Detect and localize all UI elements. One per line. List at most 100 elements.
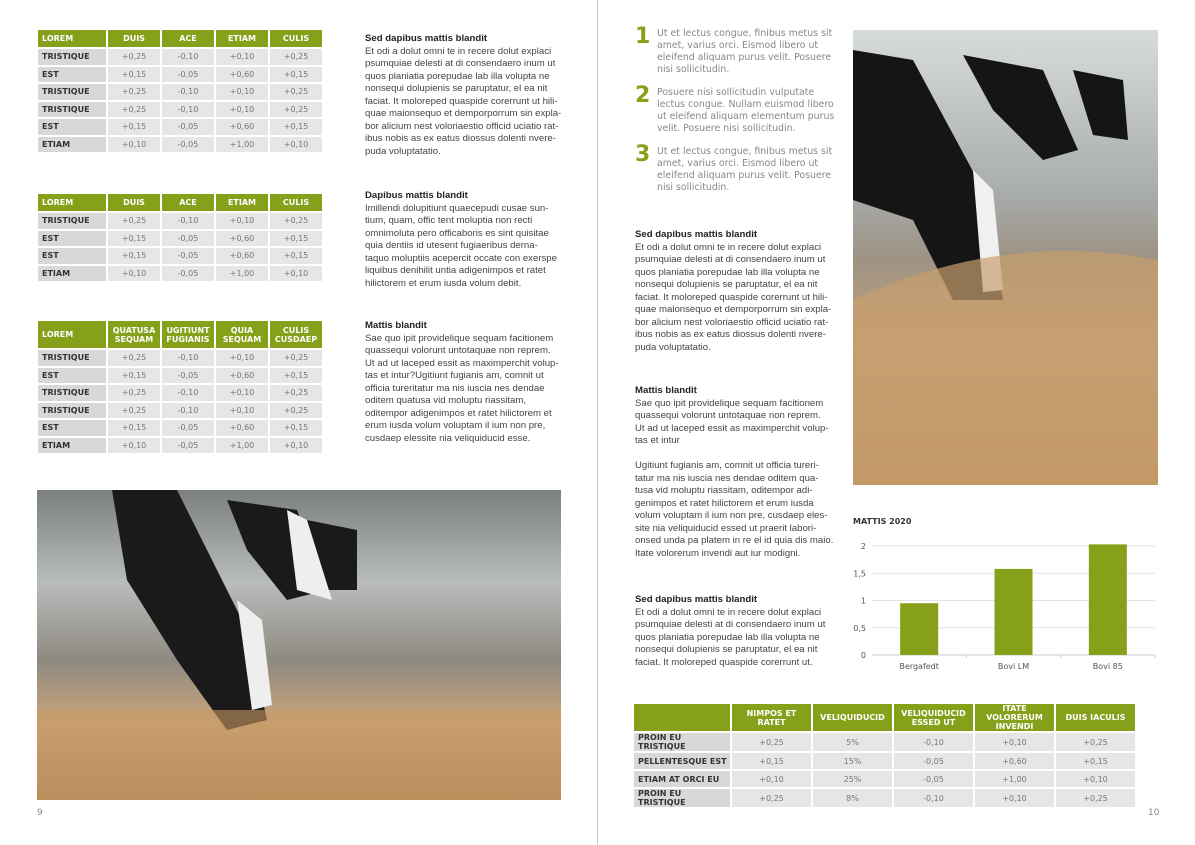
data-table: LOREM DUIS ACE ETIAM CULIS TRISTIQUE +0,25 -0,1…	[36, 192, 324, 283]
table-cell: +0,25	[108, 213, 160, 229]
table-header-row: LOREM DUIS ACE ETIAM CULIS	[38, 194, 322, 211]
text-line: Et odi a dolut omni te in recere dolut e…	[365, 45, 552, 57]
section-heading: Dapibus mattis blandit	[365, 190, 468, 201]
table-cell: +0,10	[216, 84, 268, 100]
table-row: TRISTIQUE +0,25 -0,10 +0,10 +0,25	[38, 385, 322, 401]
text-line: Imillendi dolupitiunt quaecepudi cusae s…	[365, 202, 549, 214]
table-cell: -0,05	[162, 437, 214, 453]
text-line: Posuere nisi sollicitudin vulputate	[657, 87, 815, 98]
text-line: velit. Posuere nisi sollicitudin.	[657, 123, 796, 134]
table-cell: +0,60	[216, 66, 268, 82]
list-number: 1	[635, 24, 651, 49]
text-line: faciat. It moloreped quaspide corerrunt …	[635, 291, 828, 303]
table-cell: +0,10	[270, 437, 322, 453]
column-header: QUATUSA SEQUAM	[108, 321, 160, 348]
text-line: nonsequi dolupienis se paruptatur, el ea…	[635, 279, 818, 290]
column-header: ITATE VOLORERUM INVENDI	[975, 704, 1054, 731]
text-block: Mattis blandit Sae quo ipit providelique …	[365, 320, 565, 445]
table-row: PROIN EU TRISTIQUE +0,25 8% -0,10 +0,10 +0,25	[634, 789, 1135, 807]
table-cell: +0,25	[270, 49, 322, 65]
table-cell: +0,10	[216, 101, 268, 117]
table-row: TRISTIQUE +0,25 -0,10 +0,10 +0,25	[38, 84, 322, 100]
table-cell: +0,15	[108, 66, 160, 82]
text-line: ibus nobis as ex eatus diossus dolenti n…	[635, 329, 826, 340]
table-cell: +0,60	[216, 248, 268, 264]
section-heading: Sed dapibus mattis blandit	[365, 33, 488, 44]
y-tick-label: 0	[861, 651, 866, 660]
cows-feeding-photo-right	[853, 30, 1158, 485]
table-cell: +0,10	[1056, 771, 1135, 787]
table-cell: -0,10	[162, 385, 214, 401]
list-text: Posuere nisi sollicitudin vulputate lectu…	[657, 87, 834, 135]
table-cell: +0,10	[270, 265, 322, 281]
table-cell: +0,10	[270, 136, 322, 152]
table-cell: +0,15	[270, 248, 322, 264]
table-cell: +0,10	[975, 789, 1054, 807]
table-cell: +0,25	[1056, 789, 1135, 807]
table-cell: -0,05	[162, 248, 214, 264]
table-cell: -0,10	[894, 789, 973, 807]
page-number-right: 10	[1148, 808, 1160, 818]
text-block: Mattis blandit Sae quo ipit providelique …	[635, 385, 835, 560]
y-tick-label: 0,5	[853, 624, 866, 633]
column-header: DUIS IACULIS	[1056, 704, 1135, 731]
bar	[1088, 544, 1127, 655]
table-cell: +0,15	[270, 230, 322, 246]
section-heading: Sed dapibus mattis blandit	[635, 229, 758, 240]
y-tick-label: 2	[861, 542, 866, 551]
page-number-left: 9	[37, 808, 43, 818]
text-line: nonsequi dolupienis se paruptatur, el ea…	[365, 83, 548, 94]
text-line: faciat. It moloreped quaspide corerrunt …	[365, 95, 558, 107]
text-line: Ut et lectus congue, finibus metus sit	[657, 146, 833, 157]
table-cell: +0,10	[732, 771, 811, 787]
table-cell: ETIAM AT ORCI EU	[634, 771, 730, 787]
text-line: Itate volorerum invendi aut iur modigni.	[635, 547, 801, 559]
table-cell: -0,05	[162, 230, 214, 246]
table-row: EST +0,15 -0,05 +0,60 +0,15	[38, 119, 322, 135]
table-cell: +0,15	[732, 753, 811, 769]
table-cell: 5%	[813, 733, 892, 751]
text-line: oditem quatusa vid moluptu riassitam,	[365, 395, 527, 406]
text-line: erum iusda volum voluptam il ium non pre…	[365, 420, 546, 431]
text-line: nisi sollicitudin.	[657, 64, 730, 75]
text-line: nonsequi dolupienis se paruptatur, el ea…	[635, 644, 818, 655]
table-cell: +0,60	[216, 230, 268, 246]
text-line: faciat. It moloreped quaspide corerrunt …	[635, 656, 813, 668]
table-row: TRISTIQUE +0,25 -0,10 +0,10 +0,25	[38, 49, 322, 65]
text-line: liquibus denihilit untia adigenimpos et …	[365, 265, 546, 276]
table-cell: +0,15	[108, 367, 160, 383]
table-cell: +0,25	[1056, 733, 1135, 751]
text-line: amet, varius orci. Eismod libero ut	[657, 158, 819, 169]
text-line: bor alicium nest voloriaestio officid uc…	[365, 120, 559, 132]
table-cell: +0,15	[108, 420, 160, 436]
table-header-row: LOREM DUIS ACE ETIAM CULIS	[38, 30, 322, 47]
table-cell: +0,25	[108, 385, 160, 401]
table-cell: EST	[38, 66, 106, 82]
table-cell: +1,00	[216, 136, 268, 152]
text-line: genimpos et ratet hilictorem et erum ius…	[635, 497, 814, 509]
table-cell: +0,25	[270, 402, 322, 418]
page-divider	[597, 0, 598, 845]
text-line: tas et intur	[635, 435, 680, 446]
table-row: PELLENTESQUE EST +0,15 15% -0,05 +0,60 +0,15	[634, 753, 1135, 769]
table-cell: +1,00	[975, 771, 1054, 787]
table-cell: EST	[38, 119, 106, 135]
column-header: UGITIUNT FUGIANIS	[162, 321, 214, 348]
table-cell: -0,05	[162, 420, 214, 436]
list-text: Ut et lectus congue, finibus metus sit am…	[657, 28, 832, 76]
text-line: Ut et lectus congue, finibus metus sit	[657, 28, 833, 39]
table-row: TRISTIQUE +0,25 -0,10 +0,10 +0,25	[38, 101, 322, 117]
column-header: ETIAM	[216, 194, 268, 211]
text-line: tium, quam, offic tent moluptia non rect…	[365, 215, 533, 226]
table-cell: TRISTIQUE	[38, 49, 106, 65]
table-cell: PROIN EU TRISTIQUE	[634, 733, 730, 751]
data-table: LOREM DUIS ACE ETIAM CULIS TRISTIQUE +0,25 -0,1…	[36, 28, 324, 154]
table-cell: -0,05	[894, 771, 973, 787]
table-cell: +1,00	[216, 437, 268, 453]
y-tick-label: 1,5	[853, 569, 866, 578]
column-header: CULIS CUSDAEP	[270, 321, 322, 348]
text-line: quassequi volorunt untotaquae non reprem…	[365, 345, 551, 356]
table-row: EST +0,15 -0,05 +0,60 +0,15	[38, 367, 322, 383]
text-line: eleifend aliquam purus velit. Posuere	[657, 170, 832, 181]
table-cell: +0,25	[270, 350, 322, 366]
